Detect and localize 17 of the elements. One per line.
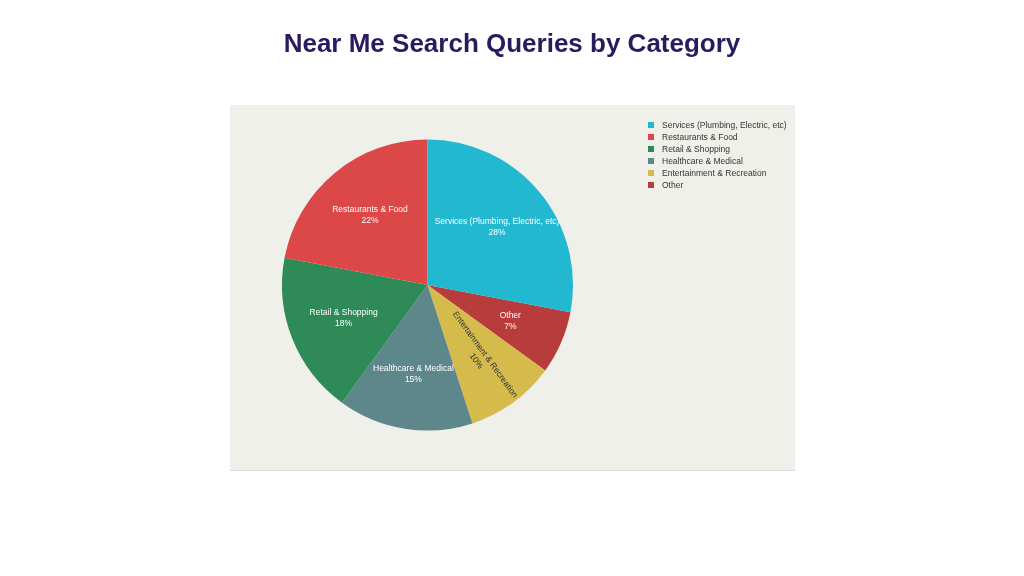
slice-label: Restaurants & Food bbox=[332, 204, 409, 215]
legend-label: Services (Plumbing, Electric, etc) bbox=[662, 120, 787, 130]
data-label: 7% bbox=[504, 320, 517, 331]
data-label: 22% bbox=[361, 215, 379, 226]
legend-label: Restaurants & Food bbox=[662, 132, 738, 142]
chart-title: Near Me Search Queries by Category bbox=[282, 28, 742, 59]
data-label: 28% bbox=[488, 227, 506, 238]
data-label: 18% bbox=[335, 318, 353, 329]
legend-label: Entertainment & Recreation bbox=[662, 168, 767, 178]
data-label: 15% bbox=[404, 373, 423, 384]
legend-label: Other bbox=[662, 180, 684, 190]
slice-label: Retail & Shopping bbox=[309, 307, 378, 318]
slice-label: Other bbox=[499, 309, 522, 320]
slice-label: Services (Plumbing, Electric, etc) bbox=[434, 216, 560, 227]
slice-label: Healthcare & Medical bbox=[372, 362, 454, 373]
legend-label: Healthcare & Medical bbox=[662, 156, 743, 166]
legend-label: Retail & Shopping bbox=[662, 144, 731, 154]
